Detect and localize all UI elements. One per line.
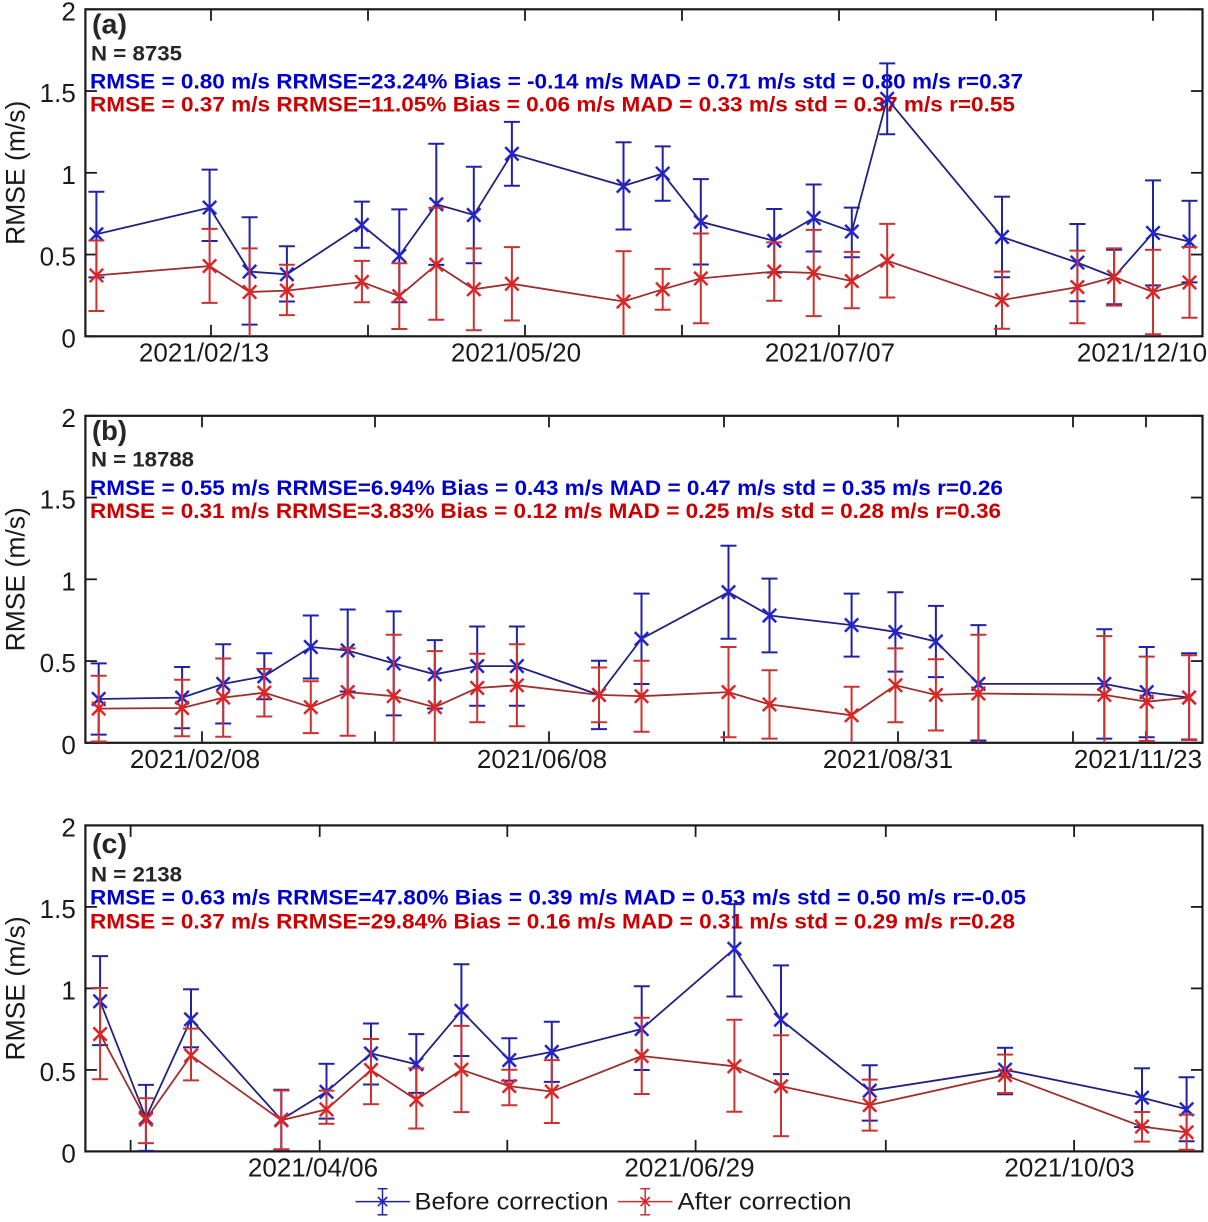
svg-text:RMSE (m/s): RMSE (m/s) bbox=[1, 916, 31, 1060]
svg-text:RMSE = 0.63 m/s RRMSE=47.80% B: RMSE = 0.63 m/s RRMSE=47.80% Bias = 0.39… bbox=[90, 886, 1026, 909]
svg-text:2: 2 bbox=[61, 403, 75, 433]
svg-text:RMSE = 0.37 m/s RRMSE=11.05% B: RMSE = 0.37 m/s RRMSE=11.05% Bias = 0.06… bbox=[90, 93, 1015, 116]
svg-text:2021/04/06: 2021/04/06 bbox=[248, 1153, 378, 1183]
svg-text:N = 18788: N = 18788 bbox=[91, 449, 194, 472]
svg-text:RMSE (m/s): RMSE (m/s) bbox=[1, 101, 31, 245]
svg-text:1.5: 1.5 bbox=[40, 485, 76, 515]
svg-text:0: 0 bbox=[61, 323, 75, 353]
svg-text:2021/06/08: 2021/06/08 bbox=[477, 744, 607, 774]
svg-text:1: 1 bbox=[61, 566, 75, 596]
svg-text:0.5: 0.5 bbox=[40, 648, 76, 678]
svg-text:Before correction: Before correction bbox=[415, 1189, 609, 1216]
svg-text:RMSE = 0.55 m/s RRMSE=6.94% Bi: RMSE = 0.55 m/s RRMSE=6.94% Bias = 0.43 … bbox=[90, 477, 1003, 500]
svg-text:(c): (c) bbox=[92, 828, 127, 859]
svg-text:RMSE (m/s): RMSE (m/s) bbox=[1, 507, 31, 651]
svg-text:2: 2 bbox=[61, 0, 75, 26]
svg-text:1: 1 bbox=[61, 160, 75, 190]
svg-text:2021/06/29: 2021/06/29 bbox=[624, 1153, 754, 1183]
svg-text:RMSE = 0.80 m/s RRMSE=23.24% B: RMSE = 0.80 m/s RRMSE=23.24% Bias = -0.1… bbox=[90, 70, 1023, 93]
svg-text:N = 2138: N = 2138 bbox=[91, 863, 182, 886]
svg-text:2021/05/20: 2021/05/20 bbox=[451, 338, 581, 368]
svg-text:(a): (a) bbox=[92, 9, 127, 40]
svg-text:0: 0 bbox=[61, 1138, 75, 1168]
svg-text:1: 1 bbox=[61, 975, 75, 1005]
svg-text:N = 8735: N = 8735 bbox=[91, 42, 182, 65]
svg-text:2021/11/23: 2021/11/23 bbox=[1074, 744, 1202, 774]
svg-text:1.5: 1.5 bbox=[40, 78, 76, 108]
svg-text:2021/08/31: 2021/08/31 bbox=[823, 744, 953, 774]
svg-text:RMSE = 0.37 m/s RRMSE=29.84% B: RMSE = 0.37 m/s RRMSE=29.84% Bias = 0.16… bbox=[90, 910, 1015, 933]
svg-text:2: 2 bbox=[61, 812, 75, 842]
svg-text:0: 0 bbox=[61, 730, 75, 760]
svg-text:2021/10/03: 2021/10/03 bbox=[1004, 1153, 1134, 1183]
svg-text:0.5: 0.5 bbox=[40, 242, 76, 272]
svg-text:2021/07/07: 2021/07/07 bbox=[765, 338, 895, 368]
svg-text:2021/02/08: 2021/02/08 bbox=[130, 744, 260, 774]
svg-text:RMSE = 0.31 m/s RRMSE=3.83% Bi: RMSE = 0.31 m/s RRMSE=3.83% Bias = 0.12 … bbox=[90, 500, 1001, 523]
svg-text:1.5: 1.5 bbox=[40, 894, 76, 924]
svg-text:After correction: After correction bbox=[678, 1189, 852, 1216]
svg-text:2021/02/13: 2021/02/13 bbox=[139, 338, 269, 368]
svg-text:2021/12/10: 2021/12/10 bbox=[1077, 338, 1207, 368]
svg-text:(b): (b) bbox=[92, 415, 127, 446]
svg-text:0.5: 0.5 bbox=[40, 1057, 76, 1087]
